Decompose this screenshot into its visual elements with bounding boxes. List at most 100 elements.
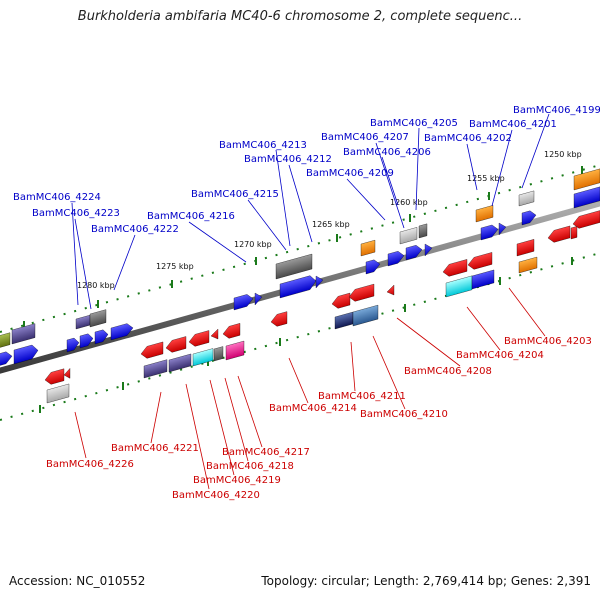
genome-stats-text: Topology: circular; Length: 2,769,414 bp… xyxy=(261,574,591,588)
gene-arrow[interactable] xyxy=(331,292,351,310)
gene-bar[interactable] xyxy=(89,309,107,328)
gene-arrow[interactable] xyxy=(405,244,423,261)
gene-bar[interactable] xyxy=(168,353,192,373)
gene-bar[interactable] xyxy=(75,314,91,330)
gene-bar[interactable] xyxy=(46,383,70,404)
gene-bar[interactable] xyxy=(11,323,36,345)
gene-arrow[interactable] xyxy=(0,350,13,367)
gene-label-bammc406-4209[interactable]: BamMC406_4209 xyxy=(306,168,394,179)
gene-arrow[interactable] xyxy=(94,328,109,345)
gene-label-bammc406-4202[interactable]: BamMC406_4202 xyxy=(424,133,512,144)
gene-label-bammc406-4217[interactable]: BamMC406_4217 xyxy=(222,447,310,458)
gene-arrow[interactable] xyxy=(270,311,288,328)
lower-leader-lines xyxy=(74,287,546,490)
scale-label-1265: 1265 kbp xyxy=(312,220,350,229)
gene-bar[interactable] xyxy=(213,346,224,362)
gene-bar[interactable] xyxy=(445,275,473,298)
gene-label-bammc406-4224[interactable]: BamMC406_4224 xyxy=(13,192,101,203)
scale-label-1250: 1250 kbp xyxy=(544,150,582,159)
gene-label-bammc406-4215[interactable]: BamMC406_4215 xyxy=(191,189,279,200)
gene-arrow[interactable] xyxy=(66,337,80,353)
gene-arrow[interactable] xyxy=(572,210,600,230)
gene-arrow[interactable] xyxy=(44,368,65,386)
gene-label-bammc406-4213[interactable]: BamMC406_4213 xyxy=(219,140,307,151)
accession-text: Accession: NC_010552 xyxy=(9,574,146,588)
gene-bar[interactable] xyxy=(516,239,535,257)
gene-arrow[interactable] xyxy=(365,258,381,275)
gene-arrow[interactable] xyxy=(521,209,537,226)
scale-label-1270: 1270 kbp xyxy=(234,240,272,249)
gene-arrow[interactable] xyxy=(13,343,39,365)
gene-arrow[interactable] xyxy=(63,367,71,380)
gene-label-bammc406-4206[interactable]: BamMC406_4206 xyxy=(343,147,431,158)
gene-arrow[interactable] xyxy=(424,242,433,257)
gene-bar[interactable] xyxy=(475,205,494,223)
gene-bar[interactable] xyxy=(471,269,495,290)
scale-label-1255: 1255 kbp xyxy=(467,174,505,183)
gene-arrow[interactable] xyxy=(254,291,263,306)
gene-label-bammc406-4210[interactable]: BamMC406_4210 xyxy=(360,409,448,420)
gene-arrow[interactable] xyxy=(387,250,405,267)
gene-bar[interactable] xyxy=(352,304,379,327)
gene-label-bammc406-4199[interactable]: BamMC406_4199 xyxy=(513,105,600,116)
gene-bar[interactable] xyxy=(573,186,600,209)
gene-label-bammc406-4226[interactable]: BamMC406_4226 xyxy=(46,459,134,470)
gene-bar[interactable] xyxy=(399,227,418,245)
gene-label-bammc406-4207[interactable]: BamMC406_4207 xyxy=(321,132,409,143)
gene-bar[interactable] xyxy=(570,226,578,240)
gene-label-bammc406-4201[interactable]: BamMC406_4201 xyxy=(469,119,557,130)
gene-bar[interactable] xyxy=(275,253,313,280)
scale-label-1275: 1275 kbp xyxy=(156,262,194,271)
gene-label-bammc406-4222[interactable]: BamMC406_4222 xyxy=(91,224,179,235)
gene-arrow[interactable] xyxy=(140,341,164,360)
gene-arrow[interactable] xyxy=(165,336,187,354)
gene-label-bammc406-4216[interactable]: BamMC406_4216 xyxy=(147,211,235,222)
gene-bar[interactable] xyxy=(192,348,214,367)
gene-bar[interactable] xyxy=(573,168,600,191)
gene-arrow[interactable] xyxy=(467,252,493,271)
gene-label-bammc406-4221[interactable]: BamMC406_4221 xyxy=(111,443,199,454)
gene-label-bammc406-4219[interactable]: BamMC406_4219 xyxy=(193,475,281,486)
gene-label-bammc406-4220[interactable]: BamMC406_4220 xyxy=(172,490,260,501)
gene-label-bammc406-4218[interactable]: BamMC406_4218 xyxy=(206,461,294,472)
gene-arrow[interactable] xyxy=(233,293,254,311)
gene-bar[interactable] xyxy=(518,190,535,207)
gene-bar[interactable] xyxy=(143,359,168,379)
gene-arrow[interactable] xyxy=(315,274,324,289)
gene-bar[interactable] xyxy=(518,256,538,274)
gene-arrow[interactable] xyxy=(188,330,210,348)
upper-gene-labels: BamMC406_4199 BamMC406_4201 BamMC406_420… xyxy=(13,105,600,235)
scale-label-1260: 1260 kbp xyxy=(390,198,428,207)
gene-arrow[interactable] xyxy=(110,322,134,341)
gene-arrow[interactable] xyxy=(386,284,395,297)
gene-label-bammc406-4211[interactable]: BamMC406_4211 xyxy=(318,391,406,402)
gene-arrow[interactable] xyxy=(210,328,219,341)
gene-arrow[interactable] xyxy=(442,259,468,278)
gene-bar[interactable] xyxy=(225,340,245,361)
lower-gene-labels: BamMC406_4203 BamMC406_4204 BamMC406_420… xyxy=(46,336,592,501)
scale-label-1280: 1280 kbp xyxy=(77,281,115,290)
gene-arrow[interactable] xyxy=(480,223,499,241)
gene-arrow[interactable] xyxy=(547,225,571,244)
upper-scale-track xyxy=(0,164,600,333)
gene-label-bammc406-4212[interactable]: BamMC406_4212 xyxy=(244,154,332,165)
gene-arrow[interactable] xyxy=(498,221,507,236)
upper-leader-lines xyxy=(71,113,550,310)
map-title: Burkholderia ambifaria MC40-6 chromosome… xyxy=(77,9,523,24)
gene-label-bammc406-4223[interactable]: BamMC406_4223 xyxy=(32,208,120,219)
gene-arrow[interactable] xyxy=(222,323,241,340)
gene-bar[interactable] xyxy=(334,311,354,330)
gene-arrow[interactable] xyxy=(279,274,317,299)
gene-label-bammc406-4208[interactable]: BamMC406_4208 xyxy=(404,366,492,377)
gene-bar[interactable] xyxy=(418,223,428,239)
gene-label-bammc406-4203[interactable]: BamMC406_4203 xyxy=(504,336,592,347)
gene-label-bammc406-4204[interactable]: BamMC406_4204 xyxy=(456,350,544,361)
gene-arrow[interactable] xyxy=(79,332,94,349)
gene-bar[interactable] xyxy=(0,332,11,349)
gene-bar[interactable] xyxy=(360,239,376,257)
gene-arrow[interactable] xyxy=(348,283,375,303)
gene-label-bammc406-4214[interactable]: BamMC406_4214 xyxy=(269,403,357,414)
gene-label-bammc406-4205[interactable]: BamMC406_4205 xyxy=(370,118,458,129)
